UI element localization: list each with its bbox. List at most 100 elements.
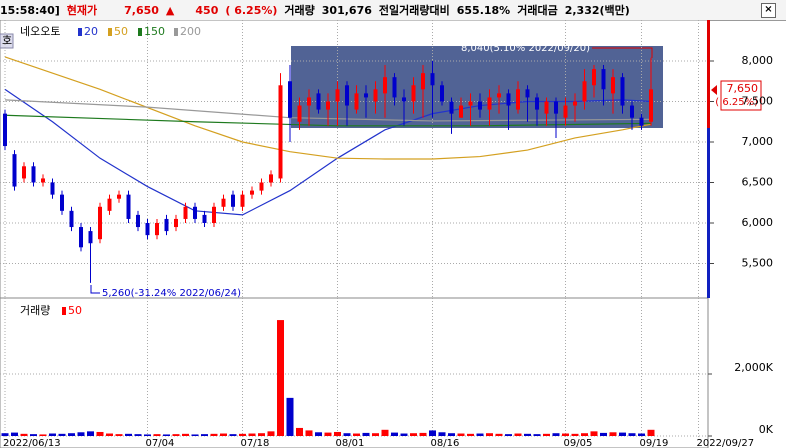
candle-body [164, 218, 169, 232]
candle-body [221, 198, 226, 207]
volume-bar [210, 433, 218, 436]
volume-bar [49, 433, 56, 436]
volume-bar [410, 433, 417, 436]
candle-body [183, 206, 188, 219]
volume-bar [562, 433, 569, 436]
arrow: ▲ [165, 3, 175, 17]
candle-body [50, 182, 55, 195]
volume-bar [1, 433, 9, 436]
candle-body [554, 101, 558, 114]
candle-body [392, 77, 397, 98]
candle-body [611, 77, 615, 94]
candle-body [535, 97, 539, 110]
volume-bar [220, 433, 227, 436]
candle-body [3, 113, 7, 147]
volume-bar [619, 432, 626, 436]
volume-bar [419, 432, 427, 436]
legend-swatch [138, 28, 142, 36]
volume-bar [96, 431, 104, 436]
volume-bar [315, 432, 322, 436]
candle-body [402, 97, 406, 102]
volume-bar [334, 431, 341, 436]
legend-swatch [78, 28, 82, 36]
candle-body [421, 73, 425, 90]
volume-bar [125, 433, 132, 436]
candle-body [364, 93, 368, 98]
volume-bar [467, 433, 474, 436]
volume-bar [495, 433, 503, 436]
candle-body [649, 89, 653, 122]
volume-bar [457, 433, 465, 436]
candle-body [259, 182, 264, 191]
volume-bar [600, 432, 607, 436]
candle-body [240, 194, 245, 207]
candle-body [269, 174, 273, 183]
chart: 호 네오오토 거래량 8,040(5.10% 2022/09/20) 5,260… [0, 20, 774, 448]
candle-body [231, 194, 235, 207]
volume-bar [58, 433, 66, 436]
volume-bar [486, 433, 493, 436]
candle-body [202, 214, 207, 223]
volume-bar [571, 433, 579, 436]
pressure-bar-down [707, 128, 710, 298]
volume-bar [590, 431, 598, 436]
volume-bar [343, 433, 351, 436]
volume-bar [248, 433, 256, 436]
close-button[interactable]: × [761, 3, 776, 18]
volume-label: 거래량 [284, 4, 315, 17]
legend-swatch [108, 28, 112, 36]
candle-body [468, 101, 473, 106]
stock-name: 네오오토 [20, 25, 60, 38]
candle-body [563, 105, 568, 118]
volume-bar [30, 434, 37, 436]
legend-label: 50 [68, 304, 82, 317]
candle-body [506, 93, 511, 106]
volume-bar [628, 433, 636, 436]
candle-body [639, 117, 644, 126]
volume-bar [524, 433, 531, 436]
volume-bar [609, 432, 617, 436]
volume-bar [286, 397, 294, 436]
volume-bar [191, 434, 199, 436]
y-tick-label: 6,500 [742, 175, 774, 188]
candle-body [88, 231, 93, 244]
x-tick-label: 07/18 [241, 438, 270, 448]
price: 7,650 [124, 3, 159, 17]
legend-swatch [174, 28, 178, 36]
volume-bar [429, 430, 436, 436]
volume-bar [505, 434, 512, 436]
volume-bar [552, 433, 560, 436]
candle-body [174, 218, 178, 228]
x-tick-label: 08/01 [336, 438, 365, 448]
volume-bar [324, 432, 332, 436]
volume-bar [201, 434, 208, 436]
y-tick-label: 7,000 [742, 135, 774, 148]
volume-bar [476, 433, 484, 436]
x-tick-label: 2022/09/27 [697, 438, 755, 448]
candle-body [601, 69, 606, 90]
candle-body [516, 89, 520, 110]
time: 15:58:40] [0, 3, 60, 17]
volume-bar [229, 434, 237, 436]
volume-panel [0, 297, 709, 448]
y-tick-label: 5,500 [742, 256, 774, 269]
last-price: 7,650 [727, 82, 759, 95]
candle-body [326, 101, 330, 110]
y-tick-label: 0K [759, 423, 774, 436]
candle-body [487, 97, 492, 110]
volume-bar [533, 434, 541, 436]
candle-body [430, 73, 435, 86]
candle-body [592, 69, 596, 86]
candle-body [316, 93, 321, 110]
candle-body [459, 105, 463, 118]
candle-body [525, 89, 530, 98]
candle-body [345, 85, 349, 106]
volume-title: 거래량 [20, 304, 50, 317]
candle-body [297, 105, 302, 122]
x-tick-label: 07/04 [146, 438, 175, 448]
candle-body [136, 214, 140, 228]
y-tick-label: 2,000K [734, 361, 773, 374]
volume-bar [372, 433, 379, 436]
volume-bar [647, 429, 655, 436]
